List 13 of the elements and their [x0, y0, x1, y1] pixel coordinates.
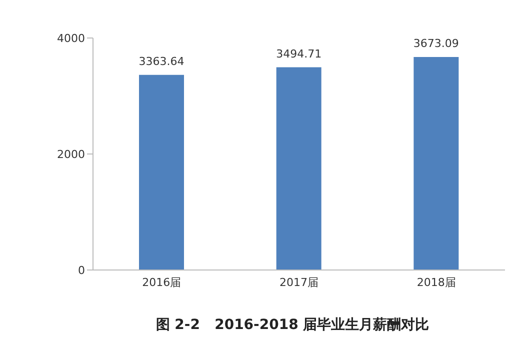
bar [276, 67, 322, 270]
y-tick-label: 2000 [57, 148, 85, 161]
x-tick-label: 2018届 [416, 276, 456, 289]
x-tick-label: 2017届 [280, 276, 318, 289]
bar [139, 74, 184, 270]
text: 图 2-2 2016-2018 届毕业生月薪酬对比 [154, 316, 430, 334]
y-tick-label: 4000 [57, 32, 85, 45]
data-label: 3494.71 [276, 47, 322, 60]
bar [414, 56, 459, 270]
x-tick-label: 2016届 [142, 276, 182, 289]
data-label: 3363.64 [138, 54, 184, 68]
y-tick-label: 0 [78, 264, 85, 277]
data-label: 3673.09 [413, 36, 459, 50]
